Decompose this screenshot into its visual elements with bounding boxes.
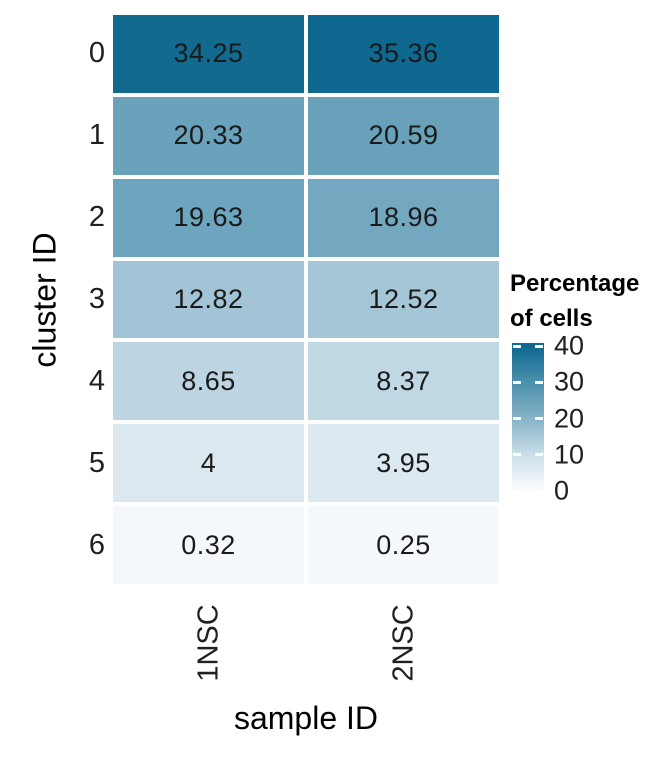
heatmap-panel: 34.25 35.36 20.33 20.59 19.63 18.96 12.82 12.52…	[113, 15, 499, 584]
heatmap-cell: 18.96	[308, 178, 499, 257]
y-axis-tick-label: 2	[88, 201, 105, 234]
heatmap-cell: 4	[113, 424, 304, 503]
cell-value-label: 8.37	[376, 365, 431, 396]
y-axis-tick-label: 0	[88, 37, 105, 70]
legend-tick-mark	[513, 344, 521, 348]
legend-tick-mark	[513, 417, 521, 420]
heatmap-cell: 34.25	[113, 15, 304, 93]
legend-colorbar-area: 40 30 20 10 0	[512, 331, 672, 506]
cell-value-label: 12.82	[173, 283, 244, 314]
legend-tick-mark	[535, 489, 543, 493]
legend-tick-label: 30	[554, 366, 585, 397]
heatmap-cell: 12.52	[308, 260, 499, 339]
legend-tick-label: 10	[554, 439, 585, 470]
cell-value-label: 34.25	[173, 38, 244, 69]
y-axis-ticks: 0 1 2 3 4 5 6	[0, 15, 105, 584]
cell-value-label: 0.32	[181, 529, 236, 560]
heatmap-cell: 12.82	[113, 260, 304, 339]
legend: Percentage of cells 40 30 20 10 0	[510, 266, 672, 506]
cell-value-label: 20.59	[368, 120, 439, 151]
y-axis-tick-label: 1	[88, 119, 105, 152]
heatmap-cell: 0.25	[308, 506, 499, 584]
legend-title: Percentage of cells	[510, 266, 672, 336]
cell-value-label: 8.65	[181, 365, 236, 396]
cell-value-label: 18.96	[368, 202, 439, 233]
cell-value-label: 20.33	[173, 120, 244, 151]
legend-tick-mark	[513, 453, 521, 457]
heatmap-cell: 0.32	[113, 506, 304, 584]
legend-tick-label: 20	[554, 403, 585, 433]
legend-tick-mark	[535, 344, 543, 348]
legend-tick-mark	[535, 380, 543, 384]
y-axis-tick-label: 3	[88, 282, 105, 315]
x-axis-tick-label: 2NSC	[387, 604, 419, 682]
y-axis-title: cluster ID	[26, 232, 63, 368]
heatmap-cell: 19.63	[113, 178, 304, 257]
legend-tick-mark	[535, 417, 543, 420]
y-axis-tick-label: 5	[88, 446, 105, 479]
cell-value-label: 35.36	[368, 38, 439, 69]
x-axis-tick-label: 1NSC	[192, 604, 224, 682]
legend-tick-mark	[513, 489, 521, 493]
heatmap-cell: 8.37	[308, 342, 499, 421]
heatmap-cell: 3.95	[308, 424, 499, 503]
heatmap-cell: 20.33	[113, 96, 304, 175]
heatmap-cell: 20.59	[308, 96, 499, 175]
cell-value-label: 3.95	[376, 447, 431, 478]
legend-tick-label: 0	[554, 475, 570, 506]
legend-tick-label: 40	[554, 330, 585, 361]
y-axis-tick-label: 4	[88, 364, 105, 397]
y-axis-tick-label: 6	[88, 528, 105, 561]
legend-tick-mark	[535, 453, 543, 457]
legend-title-line-1: Percentage	[510, 270, 640, 297]
cell-value-label: 19.63	[173, 202, 244, 233]
legend-tick-mark	[513, 380, 521, 384]
cell-value-label: 0.25	[376, 529, 431, 560]
cell-value-label: 4	[200, 447, 217, 478]
x-axis-title: sample ID	[233, 700, 379, 736]
heatmap-cell: 8.65	[113, 342, 304, 421]
legend-title-line-2: of cells	[510, 305, 593, 332]
heatmap-cell: 35.36	[308, 15, 499, 93]
cell-value-label: 12.52	[368, 283, 439, 314]
legend-colorbar	[512, 343, 544, 501]
